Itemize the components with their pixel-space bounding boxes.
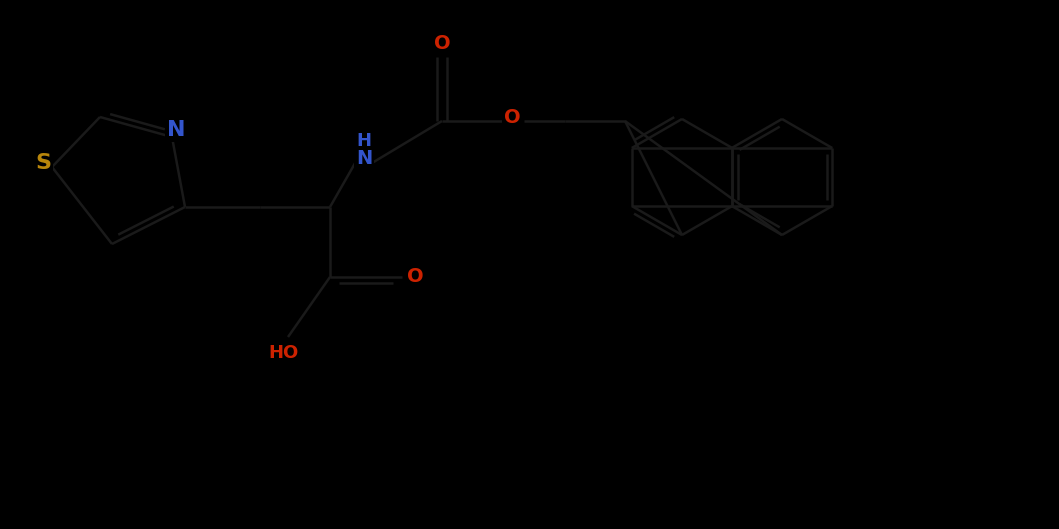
Text: N: N xyxy=(356,150,372,169)
Text: H: H xyxy=(357,132,372,150)
Text: S: S xyxy=(35,153,51,173)
Text: HO: HO xyxy=(269,344,299,362)
Text: O: O xyxy=(504,108,520,127)
Text: O: O xyxy=(407,268,424,287)
Text: N: N xyxy=(166,120,185,140)
Text: O: O xyxy=(434,33,450,52)
